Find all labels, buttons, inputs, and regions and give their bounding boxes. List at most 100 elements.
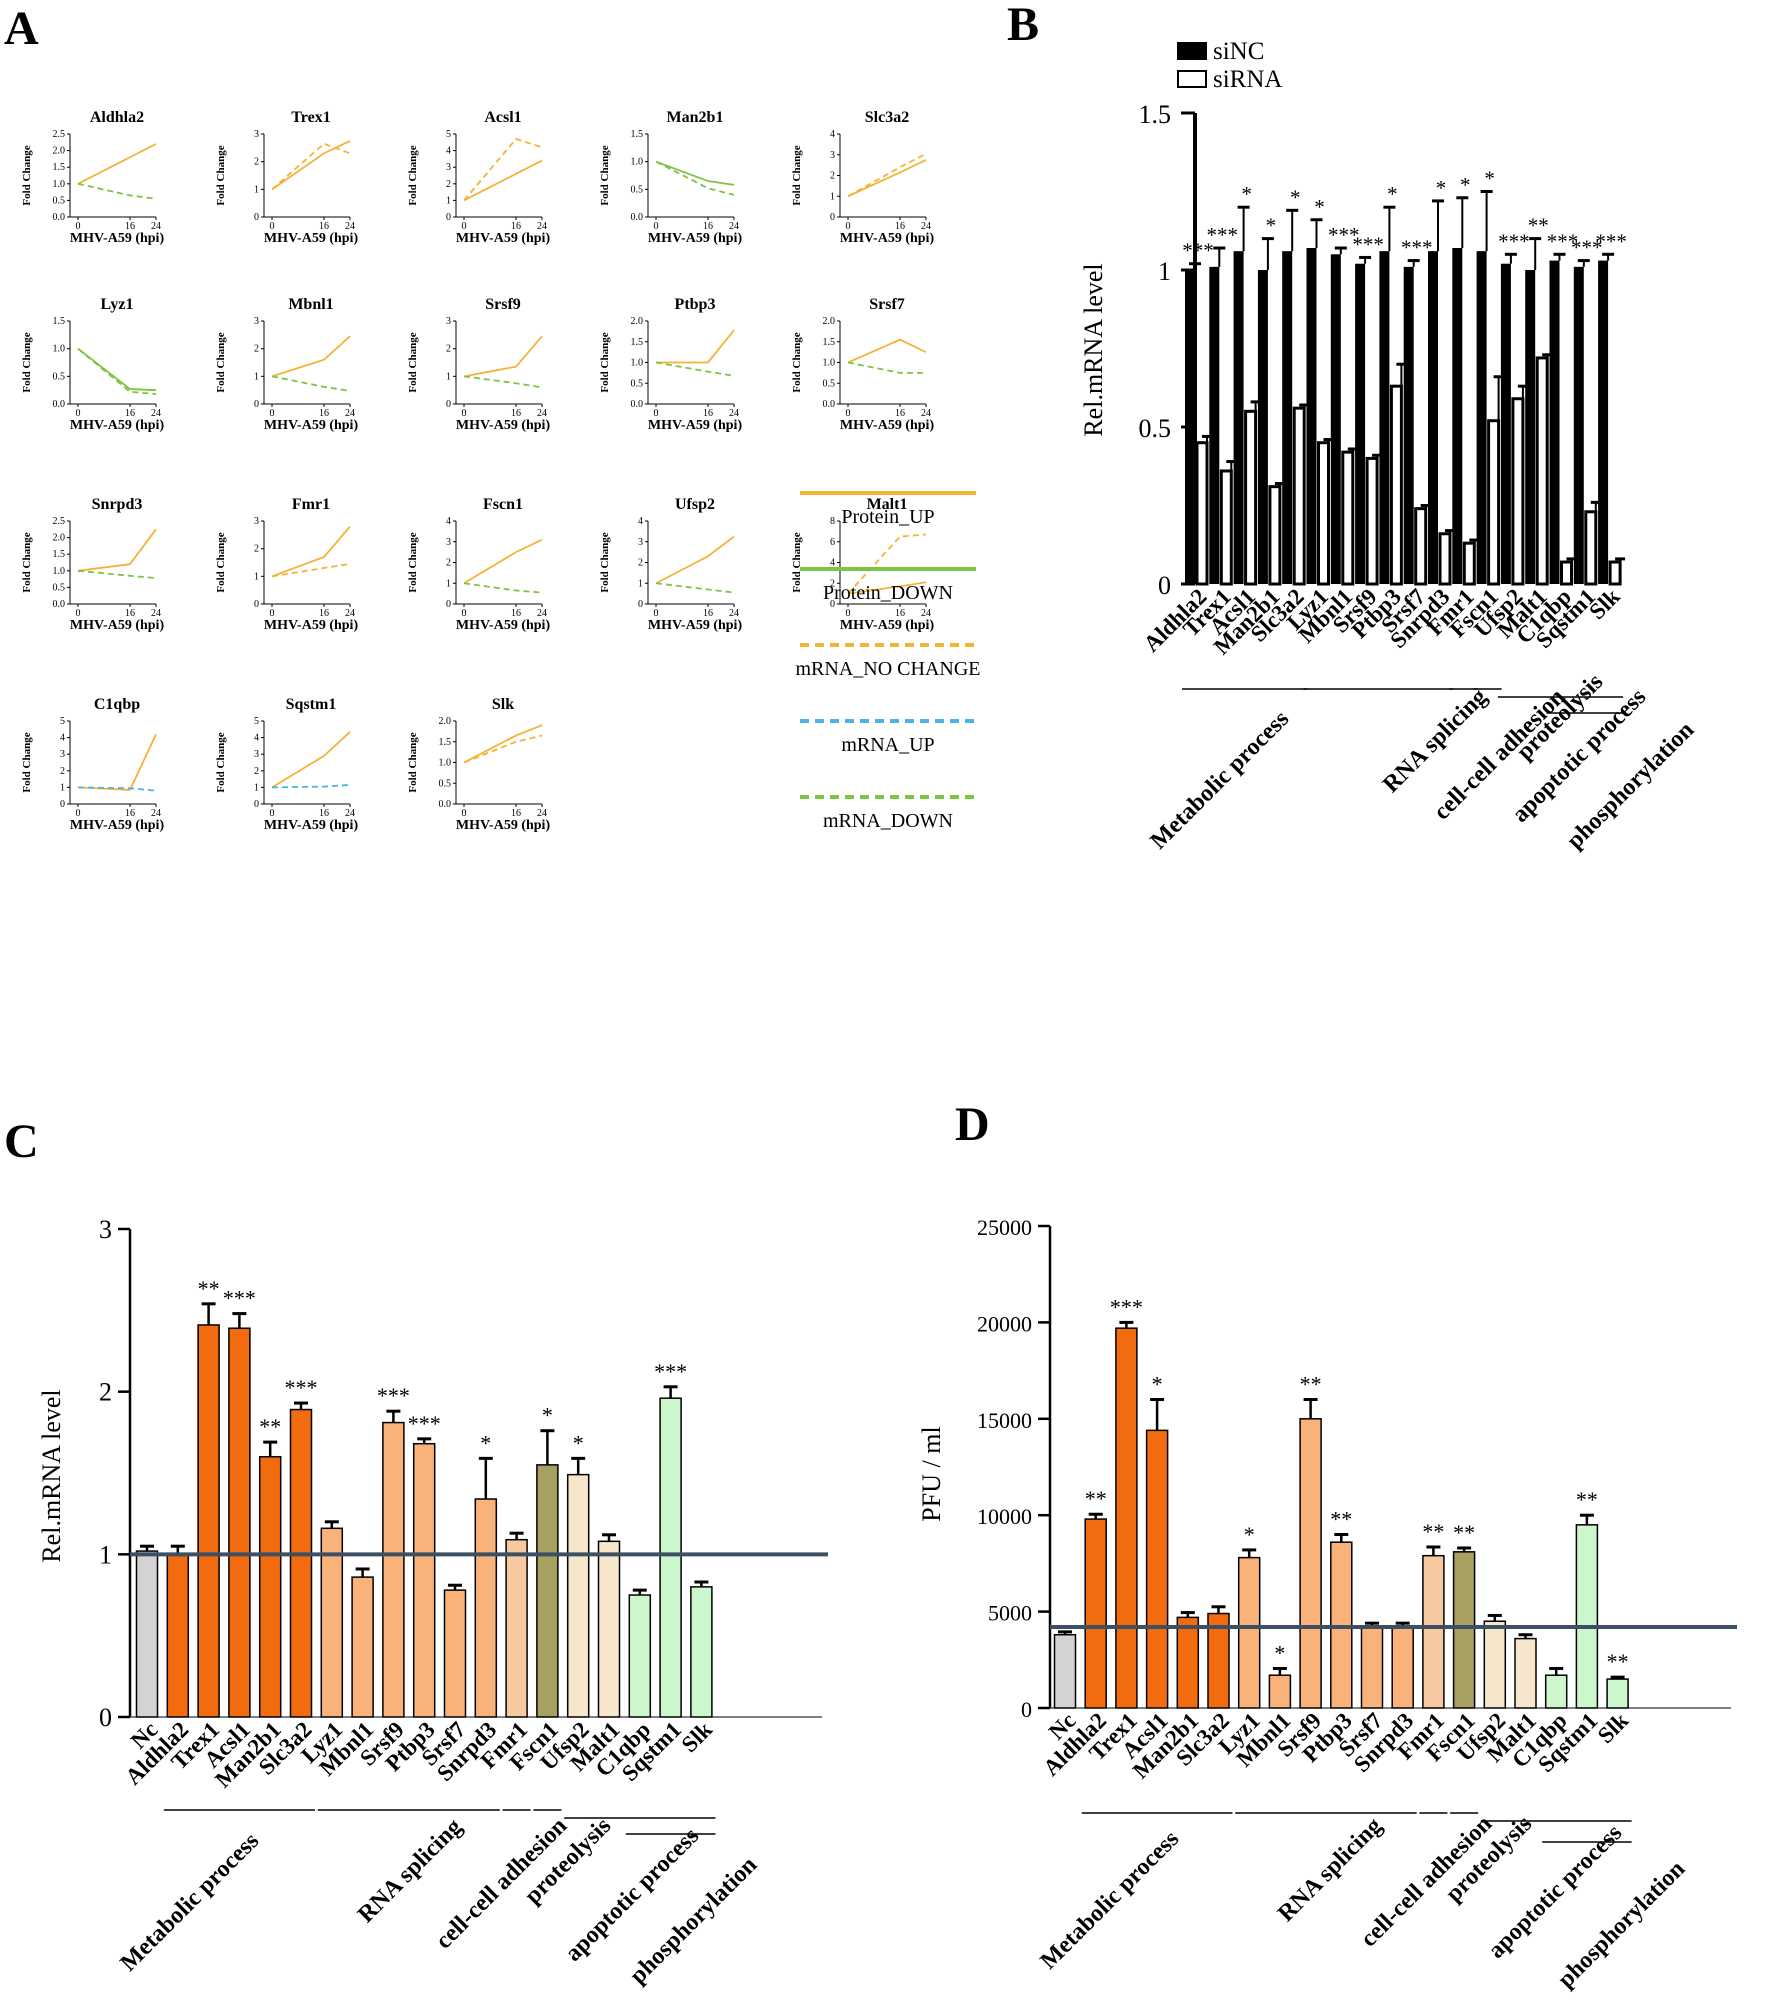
y-tick-label: 1.5 xyxy=(439,737,452,748)
series-line-mrna-down xyxy=(655,582,735,594)
y-tick-label: 20000 xyxy=(977,1311,1032,1336)
y-tick-label: 25000 xyxy=(977,1215,1032,1240)
x-tick-label: 0 xyxy=(76,408,81,419)
significance-marker: ** xyxy=(1528,214,1549,238)
significance-marker: *** xyxy=(285,1375,318,1400)
significance-marker: * xyxy=(1436,176,1447,200)
bar-man2b1 xyxy=(1176,1616,1200,1709)
category-label: Slk xyxy=(1593,1708,1633,1748)
x-tick-label: 24 xyxy=(921,408,931,419)
series-line-protein-up xyxy=(847,581,927,595)
bar-sinc-fmr1 xyxy=(1452,248,1463,584)
x-tick-label: 16 xyxy=(125,221,135,232)
y-tick-label: 2 xyxy=(60,766,65,777)
y-tick-label: 1 xyxy=(254,571,259,582)
y-tick-label: 0 xyxy=(254,212,259,223)
y-tick-label: 0.5 xyxy=(631,184,644,195)
small-chart-title: Slc3a2 xyxy=(865,109,909,126)
bar-aldhla2 xyxy=(1084,1518,1107,1709)
y-tick-label: 0 xyxy=(254,399,259,410)
x-tick-label: 24 xyxy=(151,221,161,232)
significance-marker: ** xyxy=(1085,1486,1107,1511)
x-tick-label: 24 xyxy=(537,221,547,232)
x-tick-label: 24 xyxy=(537,608,547,619)
x-axis-label: MHV-A59 (hpi) xyxy=(840,618,935,633)
legend-label: Protein_DOWN xyxy=(823,582,953,604)
bar-sirna-slc3a2 xyxy=(1292,406,1306,586)
y-axis-label: Fold Change xyxy=(215,732,227,792)
x-tick-label: 16 xyxy=(511,408,521,419)
y-tick-label: 1.5 xyxy=(823,337,836,348)
y-tick-label: 5000 xyxy=(988,1601,1032,1626)
y-tick-label: 0.0 xyxy=(823,399,836,410)
x-tick-label: 24 xyxy=(729,221,739,232)
y-tick-label: 0.5 xyxy=(823,378,836,389)
x-axis-label: MHV-A59 (hpi) xyxy=(264,818,359,833)
x-axis-label: MHV-A59 (hpi) xyxy=(648,231,743,246)
x-tick-label: 0 xyxy=(654,608,659,619)
small-chart-title: Sqstm1 xyxy=(286,696,337,713)
x-tick-label: 24 xyxy=(345,808,355,819)
x-tick-label: 0 xyxy=(270,408,275,419)
y-tick-label: 0 xyxy=(446,212,451,223)
bar-acsl1 xyxy=(1145,1429,1169,1709)
y-axis-label: Fold Change xyxy=(599,332,611,392)
x-tick-label: 24 xyxy=(537,808,547,819)
bar-lyz1 xyxy=(320,1527,344,1718)
y-tick-label: 0.0 xyxy=(53,599,66,610)
legend-label: mRNA_DOWN xyxy=(823,810,953,832)
x-tick-label: 0 xyxy=(270,608,275,619)
x-tick-label: 24 xyxy=(729,408,739,419)
bar-sinc-slc3a2 xyxy=(1282,251,1293,584)
small-chart-title: Fmr1 xyxy=(292,496,330,513)
series-line-protein-up xyxy=(463,724,543,764)
x-tick-label: 16 xyxy=(319,808,329,819)
small-chart-title: Snrpd3 xyxy=(92,496,143,513)
x-tick-label: 0 xyxy=(462,221,467,232)
y-tick-label: 2.0 xyxy=(53,146,66,157)
x-tick-label: 16 xyxy=(703,608,713,619)
significance-marker: * xyxy=(573,1430,584,1455)
bar-sinc-malt1 xyxy=(1525,270,1536,584)
significance-marker: ** xyxy=(1330,1506,1352,1531)
x-tick-label: 0 xyxy=(462,608,467,619)
y-axis-label: Fold Change xyxy=(21,732,33,792)
bar-lyz1 xyxy=(1237,1556,1261,1709)
bar-snrpd3 xyxy=(1391,1626,1414,1709)
series-line-mrna-no-change xyxy=(463,734,543,764)
y-tick-label: 1 xyxy=(254,371,259,382)
y-tick-label: 0.5 xyxy=(1139,414,1172,443)
y-tick-label: 3 xyxy=(254,749,259,760)
y-tick-label: 1.5 xyxy=(53,549,66,560)
small-chart-title: Ufsp2 xyxy=(675,496,715,513)
x-tick-label: 16 xyxy=(125,608,135,619)
bar-sirna-sqstm1 xyxy=(1584,510,1598,586)
y-tick-label: 1 xyxy=(254,782,259,793)
y-tick-label: 2 xyxy=(254,544,259,555)
x-axis-label: MHV-A59 (hpi) xyxy=(70,818,165,833)
y-tick-label: 3 xyxy=(446,316,451,327)
y-tick-label: 0.0 xyxy=(631,212,644,223)
y-axis-label: Fold Change xyxy=(215,332,227,392)
y-tick-label: 8 xyxy=(830,516,835,527)
bar-srsf7 xyxy=(1360,1626,1384,1709)
y-tick-label: 0.0 xyxy=(439,799,452,810)
bar-sinc-ufsp2 xyxy=(1500,263,1511,584)
legend-swatch-sinc xyxy=(1177,42,1207,60)
small-chart-title: Ptbp3 xyxy=(675,296,716,313)
bar-man2b1 xyxy=(258,1455,282,1718)
series-line-protein-up xyxy=(656,329,735,364)
bar-fmr1 xyxy=(505,1538,528,1718)
significance-marker: * xyxy=(1274,1640,1285,1665)
y-axis-label: Rel.mRNA level xyxy=(37,1389,66,1562)
y-axis-label: Fold Change xyxy=(21,332,33,392)
y-axis-label: Fold Change xyxy=(21,145,33,205)
y-tick-label: 1.5 xyxy=(631,337,644,348)
x-axis-label: MHV-A59 (hpi) xyxy=(456,231,551,246)
x-tick-label: 24 xyxy=(921,608,931,619)
panel-label-d: D xyxy=(955,1098,990,1151)
